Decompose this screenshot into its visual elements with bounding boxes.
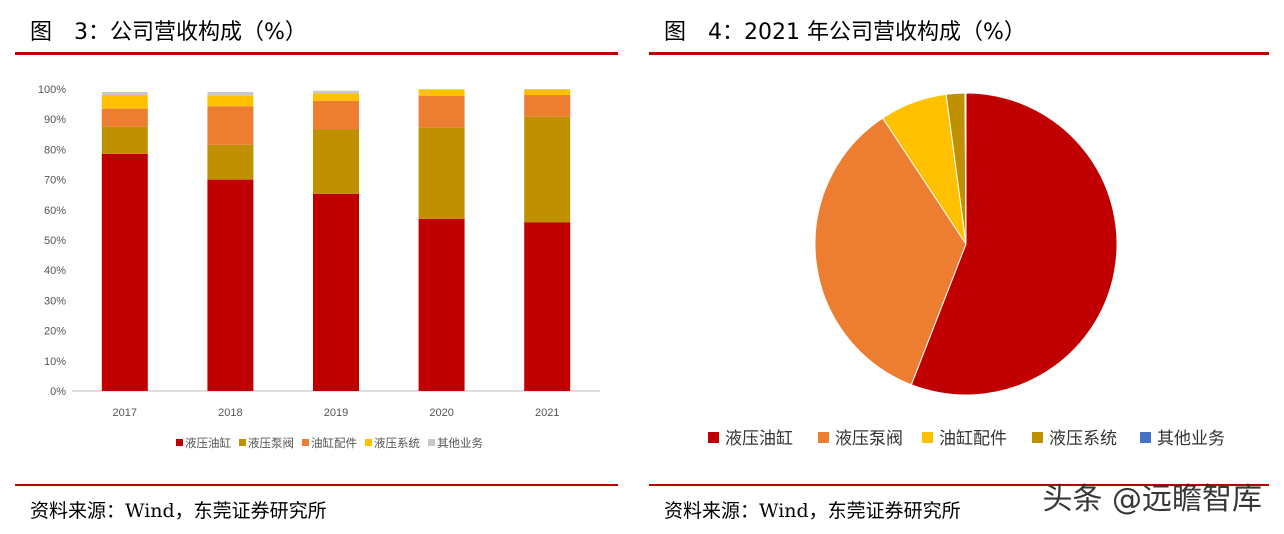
watermark-text: 头条 @远瞻智库 <box>1042 482 1262 517</box>
pie-slice-0 <box>910 92 1118 396</box>
right-source-note: 资料来源：Wind，东莞证券研究所 <box>664 500 961 522</box>
bar-segment-2018-3 <box>207 95 254 107</box>
y-tick-label: 50% <box>44 235 66 247</box>
pie-legend-label: 液压系统 <box>1049 429 1117 449</box>
bar-segment-2021-0 <box>524 222 571 391</box>
x-tick-label: 2020 <box>429 407 453 419</box>
y-tick-label: 40% <box>44 265 66 277</box>
bar-segment-2020-0 <box>418 218 465 391</box>
pie-legend-swatch <box>922 432 933 443</box>
bar-legend-label: 液压泵阀 <box>248 436 294 450</box>
bar-segment-2021-4 <box>524 89 571 90</box>
bar-segment-2019-3 <box>313 93 359 101</box>
bar-legend-label: 液压油缸 <box>185 436 231 450</box>
bar-segment-2017-0 <box>101 153 148 391</box>
bar-segment-2018-0 <box>207 179 254 391</box>
bar-segment-2017-1 <box>101 126 148 154</box>
y-tick-label: 10% <box>44 356 66 368</box>
y-tick-label: 80% <box>44 144 66 156</box>
right-source-rule <box>649 484 1269 486</box>
x-tick-label: 2019 <box>324 407 348 419</box>
y-tick-label: 20% <box>44 326 66 338</box>
bar-segment-2020-1 <box>418 127 465 219</box>
bar-segment-2021-2 <box>524 95 571 117</box>
pie-legend-label: 液压泵阀 <box>835 429 903 449</box>
pie-legend-label: 油缸配件 <box>939 428 1007 449</box>
bar-legend-swatch <box>428 439 435 446</box>
right-title-rule <box>649 52 1269 55</box>
bar-segment-2017-2 <box>101 108 148 127</box>
x-tick-label: 2017 <box>113 407 137 419</box>
right-chart-title: 图 4：2021 年公司营收构成（%） <box>664 20 1026 45</box>
bar-segment-2020-4 <box>418 89 465 90</box>
y-tick-label: 0% <box>50 386 66 398</box>
bar-segment-2018-2 <box>207 106 254 145</box>
y-tick-label: 70% <box>44 175 66 187</box>
bar-segment-2018-1 <box>207 144 254 180</box>
bar-segment-2019-0 <box>313 193 359 391</box>
pie-legend-swatch <box>1140 432 1151 443</box>
bar-segment-2017-4 <box>101 92 148 96</box>
left-source-rule <box>15 484 618 486</box>
y-tick-label: 30% <box>44 295 66 307</box>
left-source-note: 资料来源：Wind，东莞证券研究所 <box>30 500 327 522</box>
left-title-rule <box>15 52 618 55</box>
bar-legend-swatch <box>239 439 246 446</box>
bar-segment-2020-3 <box>418 89 465 96</box>
y-tick-label: 100% <box>38 84 66 96</box>
pie-legend-swatch <box>708 432 719 443</box>
bar-segment-2019-1 <box>313 129 359 194</box>
y-tick-label: 60% <box>44 205 66 217</box>
bar-segment-2017-3 <box>101 95 148 109</box>
y-tick-label: 90% <box>44 114 66 126</box>
bar-legend-label: 液压系统 <box>374 436 420 450</box>
bar-legend-label: 油缸配件 <box>311 436 357 450</box>
bar-segment-2021-3 <box>524 89 571 96</box>
bar-legend-swatch <box>176 439 183 446</box>
bar-segment-2020-2 <box>418 95 465 128</box>
pie-slice-1 <box>814 117 967 386</box>
pie-legend-swatch <box>1032 432 1043 443</box>
bar-segment-2019-2 <box>313 100 359 130</box>
bar-legend-label: 其他业务 <box>437 436 483 450</box>
x-tick-label: 2021 <box>535 407 559 419</box>
pie-legend-label: 其他业务 <box>1157 429 1225 449</box>
bar-segment-2021-1 <box>524 116 571 223</box>
pie-slice-4 <box>964 92 967 245</box>
bar-legend-swatch <box>302 439 309 446</box>
bar-segment-2019-4 <box>313 90 359 94</box>
left-chart-title: 图 3：公司营收构成（%） <box>30 20 307 45</box>
bar-legend-swatch <box>365 439 372 446</box>
x-tick-label: 2018 <box>218 407 242 419</box>
pie-legend-swatch <box>818 432 829 443</box>
bar-segment-2018-4 <box>207 92 254 96</box>
pie-legend-label: 液压油缸 <box>725 428 793 449</box>
